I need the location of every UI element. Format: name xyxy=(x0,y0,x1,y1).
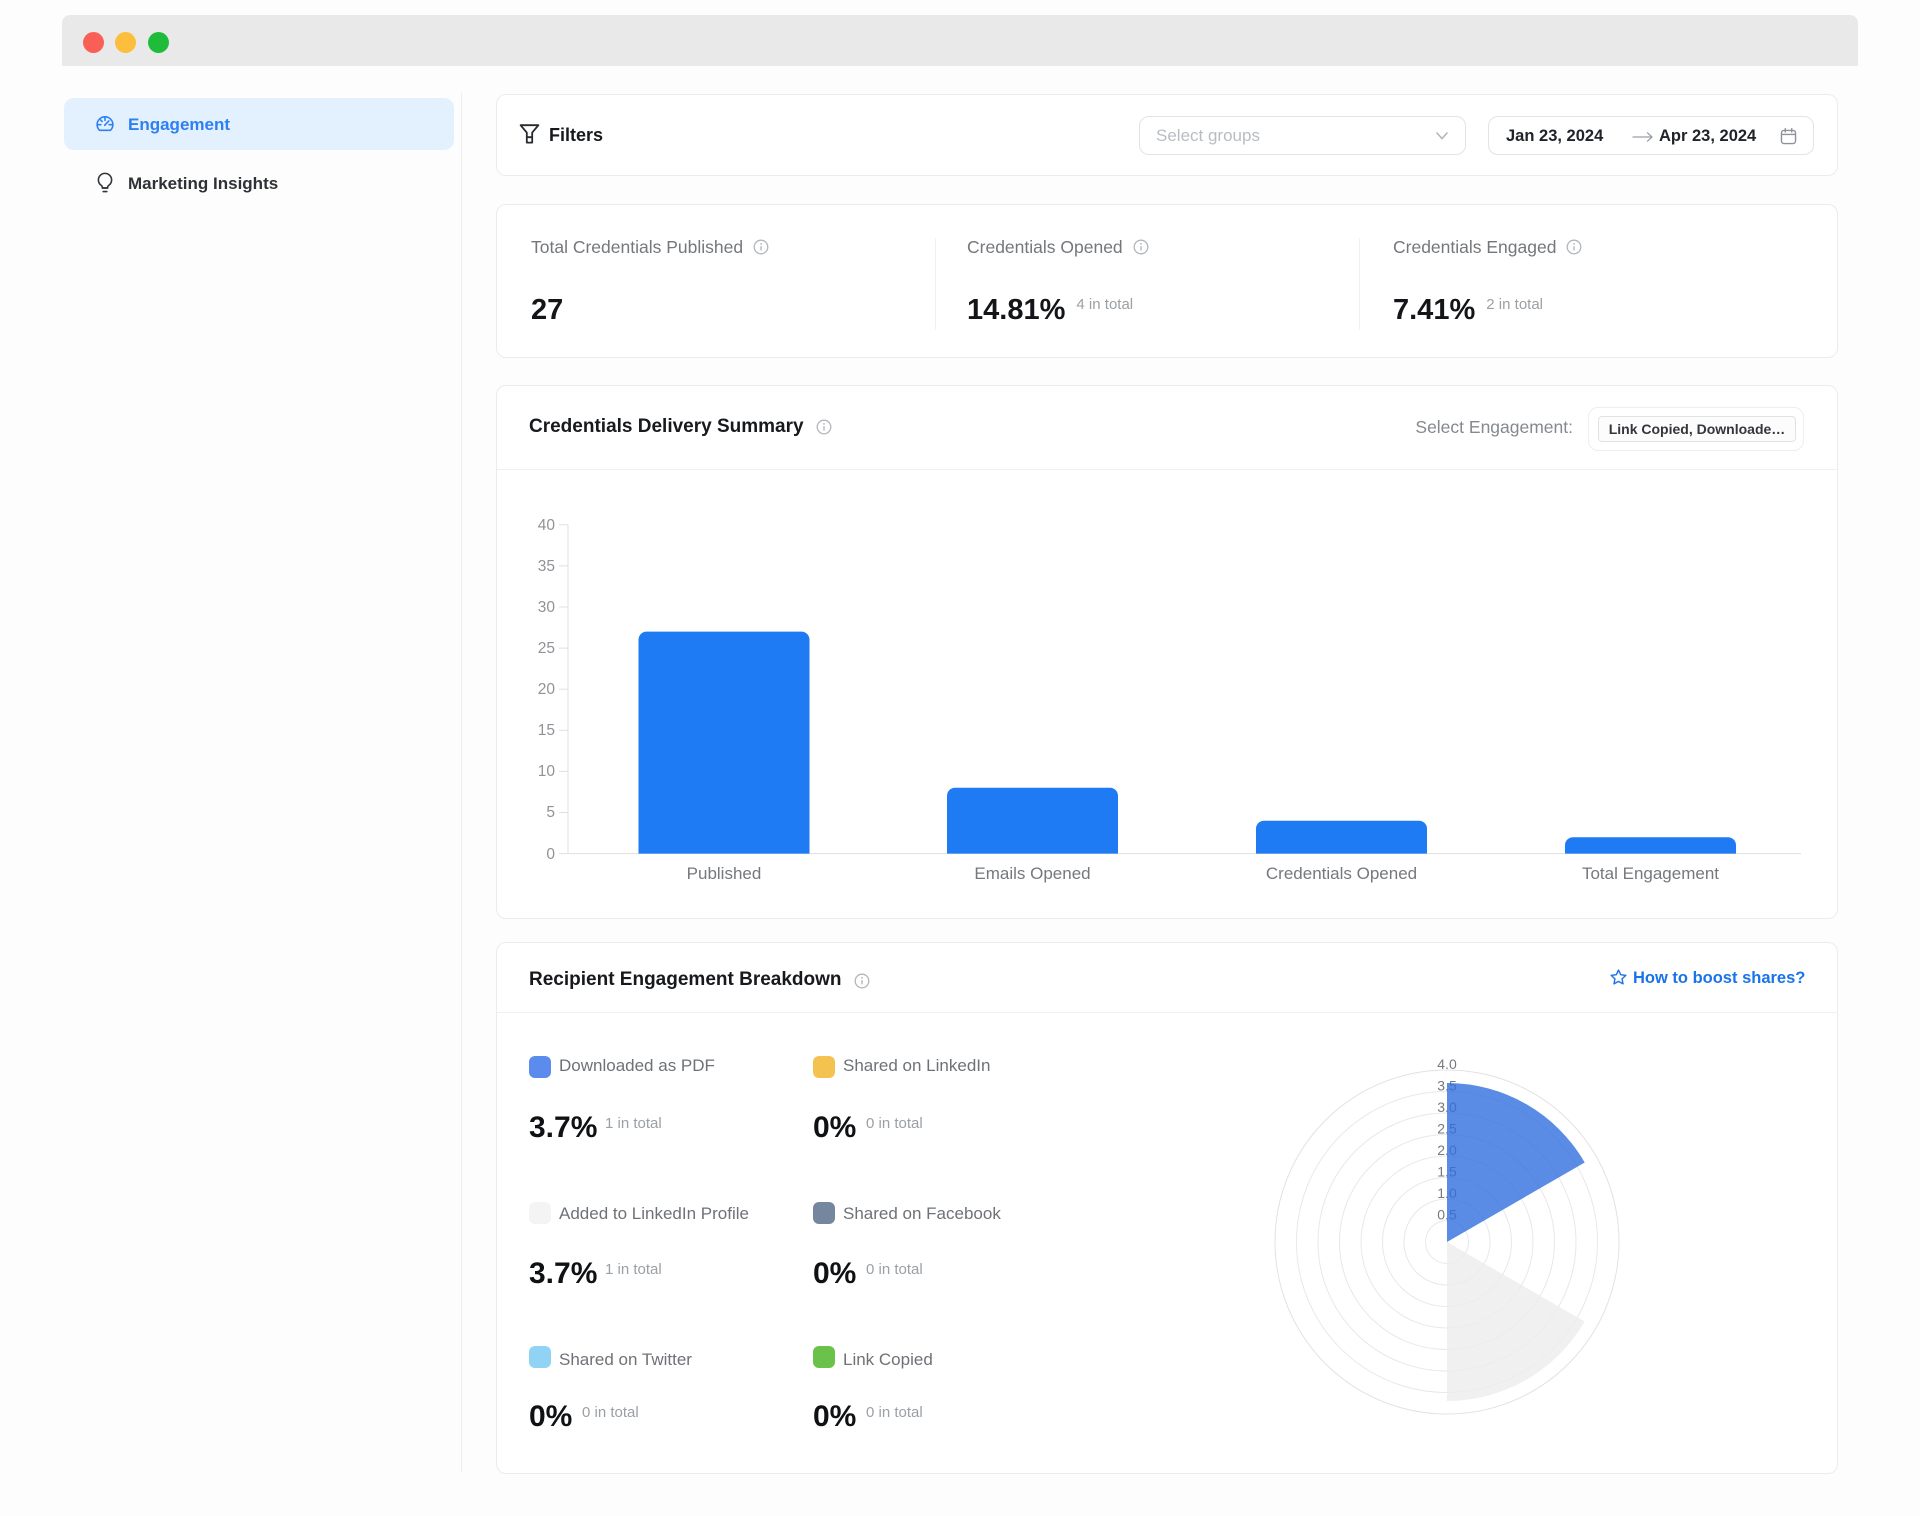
svg-text:40: 40 xyxy=(538,517,556,534)
svg-text:4.0: 4.0 xyxy=(1437,1056,1457,1072)
svg-text:5: 5 xyxy=(546,804,555,821)
svg-text:Total Engagement: Total Engagement xyxy=(1582,864,1719,883)
svg-text:Emails Opened: Emails Opened xyxy=(974,864,1090,883)
svg-text:10: 10 xyxy=(538,763,556,780)
svg-text:35: 35 xyxy=(538,558,555,575)
svg-text:Credentials Opened: Credentials Opened xyxy=(1266,864,1417,883)
svg-text:30: 30 xyxy=(538,599,556,616)
svg-text:20: 20 xyxy=(538,681,556,698)
svg-text:25: 25 xyxy=(538,640,555,657)
svg-text:15: 15 xyxy=(538,722,555,739)
svg-text:Published: Published xyxy=(687,864,762,883)
svg-text:0: 0 xyxy=(546,846,555,863)
